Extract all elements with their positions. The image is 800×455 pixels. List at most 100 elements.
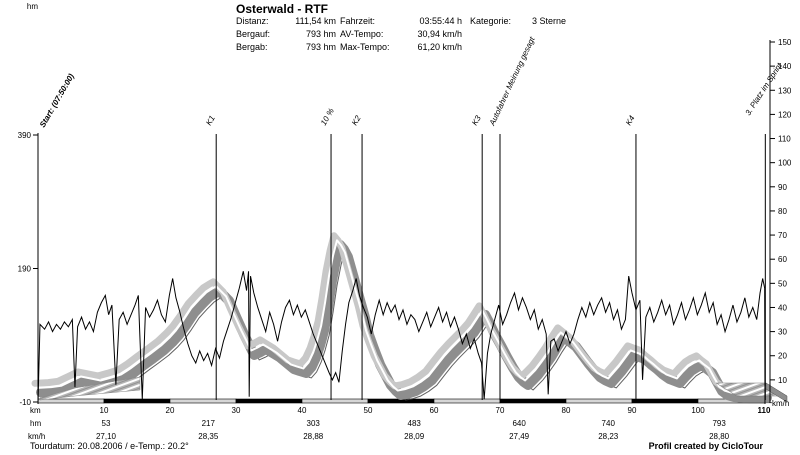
stat-label: Fahrzeit: (340, 16, 376, 26)
tour-title: Osterwald - RTF (236, 2, 329, 16)
scalebar-segment (169, 398, 237, 404)
tour-date-info: Tourdatum: 20.08.2006 / e-Temp.: 20.2° (30, 441, 189, 451)
stat-label: Bergauf: (236, 29, 271, 39)
ribbon-start-wedge (39, 376, 141, 401)
course-marker-label: K4 (624, 114, 637, 127)
stats-column-category: Kategorie: 3 Sterne (470, 15, 566, 28)
stat-row: Bergab: 793 hm (236, 41, 336, 54)
x-axis-tick-label: 20 (166, 406, 175, 415)
course-marker-label: K2 (350, 114, 363, 127)
stat-value: 793 hm (305, 42, 336, 52)
stat-row: Max-Tempo: 61,20 km/h (340, 41, 462, 54)
stat-label: Kategorie: (470, 16, 512, 26)
x-axis-tick-label: 60 (430, 406, 439, 415)
right-axis-tick-label: 20 (778, 352, 787, 361)
checkpoint-hm-value: 740 (602, 419, 616, 428)
x-axis-tick-label: 110 (758, 406, 771, 415)
checkpoint-speed-value: 27,10 (96, 432, 117, 441)
ribbon-light-band (31, 232, 765, 393)
scalebar-segment (103, 398, 171, 404)
right-axis-tick-label: 70 (778, 231, 787, 240)
checkpoint-hm-value: 217 (202, 419, 216, 428)
right-axis-tick-label: 80 (778, 207, 787, 216)
stat-value: 30,94 km/h (417, 29, 462, 39)
checkpoint-speed-value: 28,88 (303, 432, 324, 441)
stats-column-distance: Distanz: 111,54 km Bergauf: 793 hm Berga… (236, 15, 336, 54)
right-axis-tick-label: 40 (778, 303, 787, 312)
stat-value: 03:55:44 h (419, 16, 462, 26)
stat-label: Bergab: (236, 42, 268, 52)
checkpoint-speed-value: 28,23 (598, 432, 619, 441)
checkpoint-hm-value: 483 (408, 419, 422, 428)
x-axis-tick-label: 50 (364, 406, 373, 415)
stat-value: 111,54 km (295, 16, 336, 26)
credit-text: Profil created by CicloTour (648, 441, 763, 451)
ribbon-dark-band (36, 239, 772, 403)
stat-row: Kategorie: 3 Sterne (470, 15, 566, 28)
x-axis-tick-label: 100 (691, 406, 705, 415)
right-axis-tick-label: 150 (778, 38, 792, 47)
left-axis-tick-label: 390 (18, 131, 32, 140)
right-axis-tick-label: 120 (778, 110, 792, 119)
x-axis-tick-label: 40 (298, 406, 307, 415)
x-axis-tick-label: 70 (496, 406, 505, 415)
stat-value: 3 Sterne (531, 16, 566, 26)
checkpoint-hm-value: 640 (512, 419, 526, 428)
right-axis-tick-label: 140 (778, 62, 792, 71)
ribbon-end-face (765, 382, 788, 403)
scalebar-segment (301, 398, 369, 404)
right-axis-tick-label: 90 (778, 183, 787, 192)
scalebar-segment (631, 398, 699, 404)
stats-column-time: Fahrzeit: 03:55:44 h AV-Tempo: 30,94 km/… (340, 15, 462, 54)
hm-row-label: hm (30, 419, 41, 428)
course-marker-label: Autofahrer Meinung gesagt (487, 35, 537, 128)
x-axis-labels: 10 20 30 40 50 60 70 80 90 100 110 km hm km/h (28, 406, 771, 441)
ribbon-center-stripe (37, 239, 764, 395)
stat-value: 61,20 km/h (417, 42, 462, 52)
left-axis-tick-label: -10 (19, 398, 31, 407)
stat-value: 793 hm (305, 29, 336, 39)
checkpoint-hm-value: 793 (712, 419, 726, 428)
checkpoint-speed-value: 28,80 (709, 432, 730, 441)
scalebar-segment (499, 398, 567, 404)
elevation-ribbon (31, 232, 788, 404)
right-axis-tick-label: 30 (778, 328, 787, 337)
scalebar-segment (433, 398, 501, 404)
stat-row: Distanz: 111,54 km (236, 15, 336, 28)
scalebar-segment (235, 398, 303, 404)
right-axis-tick-label: 100 (778, 159, 792, 168)
checkpoint-speed-value: 27,49 (509, 432, 530, 441)
course-marker-label: K3 (470, 114, 483, 127)
right-axis-unit-label: km/h (772, 399, 789, 408)
stat-label: Max-Tempo: (340, 42, 390, 52)
stat-label: Distanz: (236, 16, 269, 26)
stat-row: Fahrzeit: 03:55:44 h (340, 15, 462, 28)
course-marker-label: 10 % (319, 107, 336, 127)
scalebar-segment (37, 398, 105, 404)
right-axis-tick-label: 110 (778, 135, 791, 144)
km-row-label: km (30, 406, 41, 415)
x-axis-tick-label: 30 (232, 406, 241, 415)
right-axis-tick-label: 10 (778, 376, 787, 385)
stat-label: AV-Tempo: (340, 29, 384, 39)
right-axis-tick-label: 130 (778, 86, 792, 95)
speed-line (37, 271, 766, 405)
checkpoint-rows: 53 27,10 217 28,35 303 28,88 483 28,09 640 27,49 7… (96, 419, 730, 441)
stat-row: Bergauf: 793 hm (236, 28, 336, 41)
course-marker-label: K1 (204, 114, 217, 127)
right-axis-tick-label: 60 (778, 255, 787, 264)
stat-row: AV-Tempo: 30,94 km/h (340, 28, 462, 41)
right-axis-tick-label: 50 (778, 279, 787, 288)
left-axis-tick-label: 190 (18, 265, 32, 274)
left-axis-unit-label: hm (27, 2, 38, 11)
scalebar-segment (565, 398, 633, 404)
x-axis-tick-label: 90 (628, 406, 637, 415)
checkpoint-hm-value: 53 (102, 419, 111, 428)
start-time-label: Start: (07:50:00) (38, 72, 76, 129)
left-axis: 390 190 -10 hm (18, 2, 39, 407)
x-axis-tick-label: 10 (100, 406, 109, 415)
right-axis: 150 140 130 120 110 100 90 80 70 60 50 40 30 20 10 km/h (769, 38, 792, 408)
checkpoint-speed-value: 28,35 (198, 432, 219, 441)
